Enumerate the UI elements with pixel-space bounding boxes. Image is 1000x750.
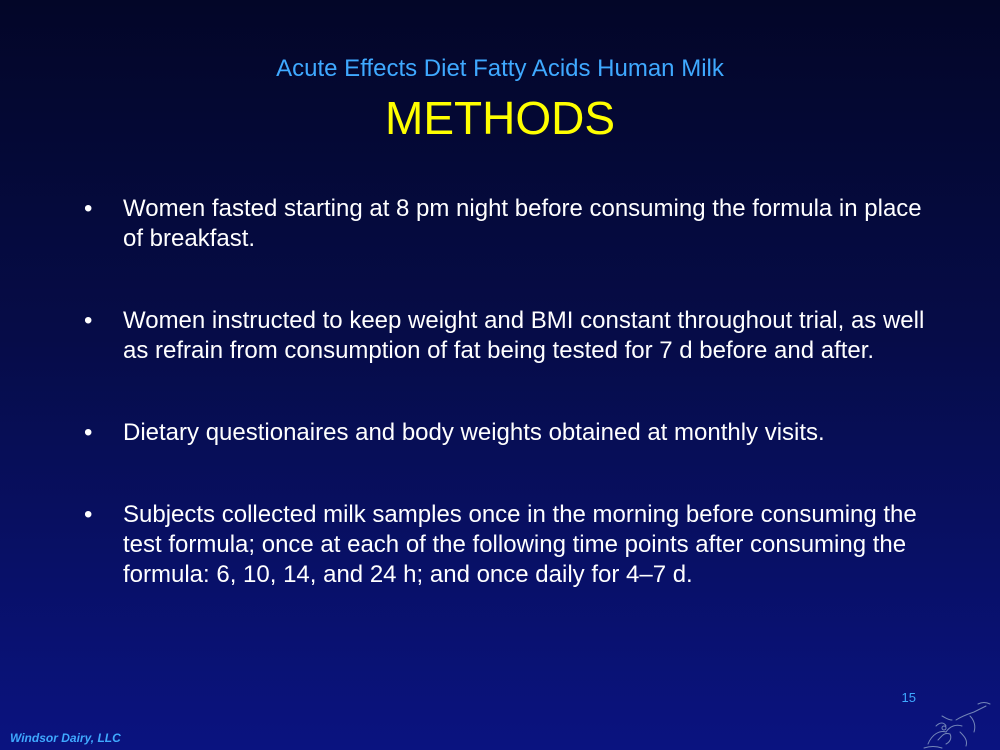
bullet-list: • Women fasted starting at 8 pm night be… (80, 194, 925, 590)
footer-company: Windsor Dairy, LLC (10, 731, 121, 745)
bullet-text: Women instructed to keep weight and BMI … (123, 307, 925, 364)
bullet-text: Women fasted starting at 8 pm night befo… (123, 195, 922, 252)
bullet-text: Subjects collected milk samples once in … (123, 501, 917, 588)
bullet-marker: • (84, 307, 93, 334)
cow-sketch-icon (923, 702, 991, 749)
bullet-item: • Dietary questionaires and body weights… (80, 418, 925, 448)
bullet-marker: • (84, 195, 93, 222)
bullet-marker: • (84, 501, 93, 528)
bullet-item: • Women instructed to keep weight and BM… (80, 306, 925, 366)
bullet-item: • Subjects collected milk samples once i… (80, 500, 925, 590)
bullet-item: • Women fasted starting at 8 pm night be… (80, 194, 925, 254)
bullet-marker: • (84, 419, 93, 446)
slide-subtitle: Acute Effects Diet Fatty Acids Human Mil… (276, 55, 724, 82)
bullet-text: Dietary questionaires and body weights o… (123, 419, 825, 446)
slide-title: METHODS (385, 92, 615, 144)
page-number: 15 (901, 690, 916, 705)
